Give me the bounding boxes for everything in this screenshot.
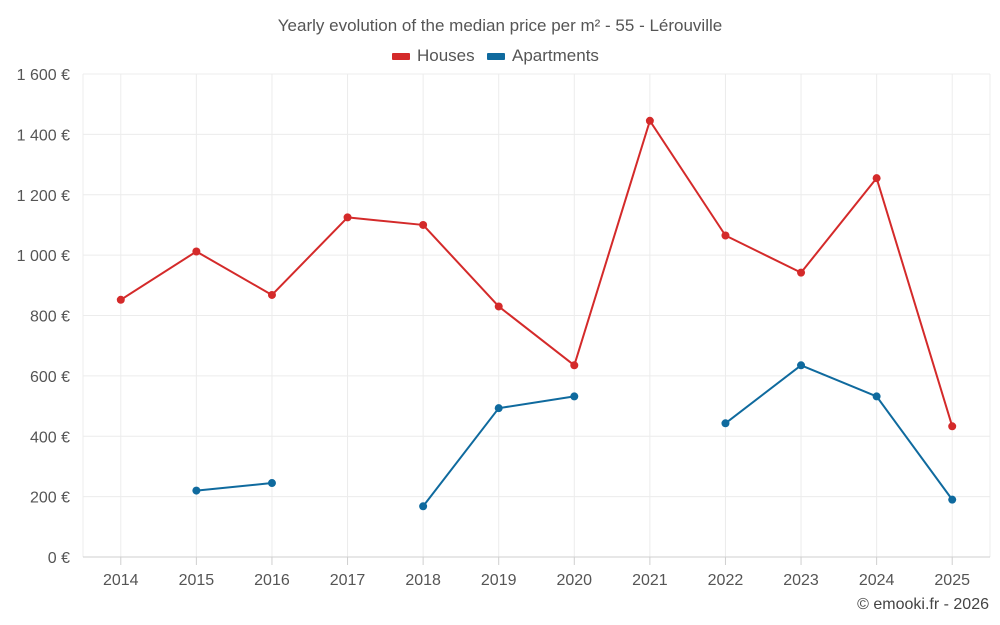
- x-tick-label: 2025: [934, 572, 970, 589]
- x-tick-label: 2016: [254, 572, 290, 589]
- houses-point: [797, 268, 806, 277]
- y-tick-label: 400 €: [30, 429, 70, 446]
- legend-label-apartments: Apartments: [512, 46, 599, 65]
- y-tick-label: 1 200 €: [17, 188, 70, 205]
- houses-point: [116, 295, 125, 304]
- legend: Houses Apartments: [392, 46, 599, 65]
- houses-line: [120, 119, 954, 427]
- apartments-line: [724, 364, 954, 501]
- y-tick-label: 1 600 €: [17, 67, 70, 84]
- y-tick-label: 0 €: [48, 550, 70, 567]
- apartments-point: [721, 419, 730, 428]
- houses-point: [948, 422, 957, 431]
- x-tick-label: 2020: [556, 572, 592, 589]
- apartments-point: [872, 392, 881, 401]
- x-tick-label: 2019: [481, 572, 517, 589]
- y-tick-label: 1 000 €: [17, 248, 70, 265]
- x-tick-label: 2018: [405, 572, 441, 589]
- houses-point: [343, 213, 352, 222]
- y-tick-label: 200 €: [30, 490, 70, 507]
- x-tick-label: 2021: [632, 572, 668, 589]
- x-tick-label: 2017: [330, 572, 366, 589]
- series-group: [116, 116, 957, 511]
- houses-point: [192, 247, 201, 256]
- x-tick-label: 2023: [783, 572, 819, 589]
- houses-point: [267, 290, 276, 299]
- legend-label-houses: Houses: [417, 46, 475, 65]
- apartments-point: [267, 479, 276, 488]
- apartments-point: [570, 392, 579, 401]
- axes: 0 € 200 € 400 € 600 € 800 € 1 000 € 1 200 € 1 4…: [17, 67, 990, 589]
- houses-point: [494, 302, 503, 311]
- houses-point: [419, 220, 428, 229]
- apartments-point: [948, 495, 957, 504]
- y-tick-label: 800 €: [30, 309, 70, 326]
- x-tick-label: 2015: [179, 572, 215, 589]
- apartments-point: [494, 404, 503, 413]
- x-tick-label: 2022: [708, 572, 744, 589]
- legend-swatch-houses: [392, 53, 410, 60]
- apartments-point: [419, 502, 428, 511]
- legend-swatch-apartments: [487, 53, 505, 60]
- x-tick-label: 2014: [103, 572, 139, 589]
- y-tick-label: 600 €: [30, 369, 70, 386]
- houses-point: [721, 231, 730, 240]
- apartments-line: [196, 482, 273, 492]
- x-tick-label: 2024: [859, 572, 895, 589]
- houses-point: [645, 116, 654, 125]
- y-tick-label: 1 400 €: [17, 127, 70, 144]
- apartments-point: [797, 361, 806, 370]
- credit-text: © emooki.fr - 2026: [857, 596, 989, 613]
- chart-title: Yearly evolution of the median price per…: [278, 16, 722, 35]
- apartments-point: [192, 486, 201, 495]
- houses-point: [570, 361, 579, 370]
- gridlines: [82, 73, 991, 557]
- houses-point: [872, 174, 881, 183]
